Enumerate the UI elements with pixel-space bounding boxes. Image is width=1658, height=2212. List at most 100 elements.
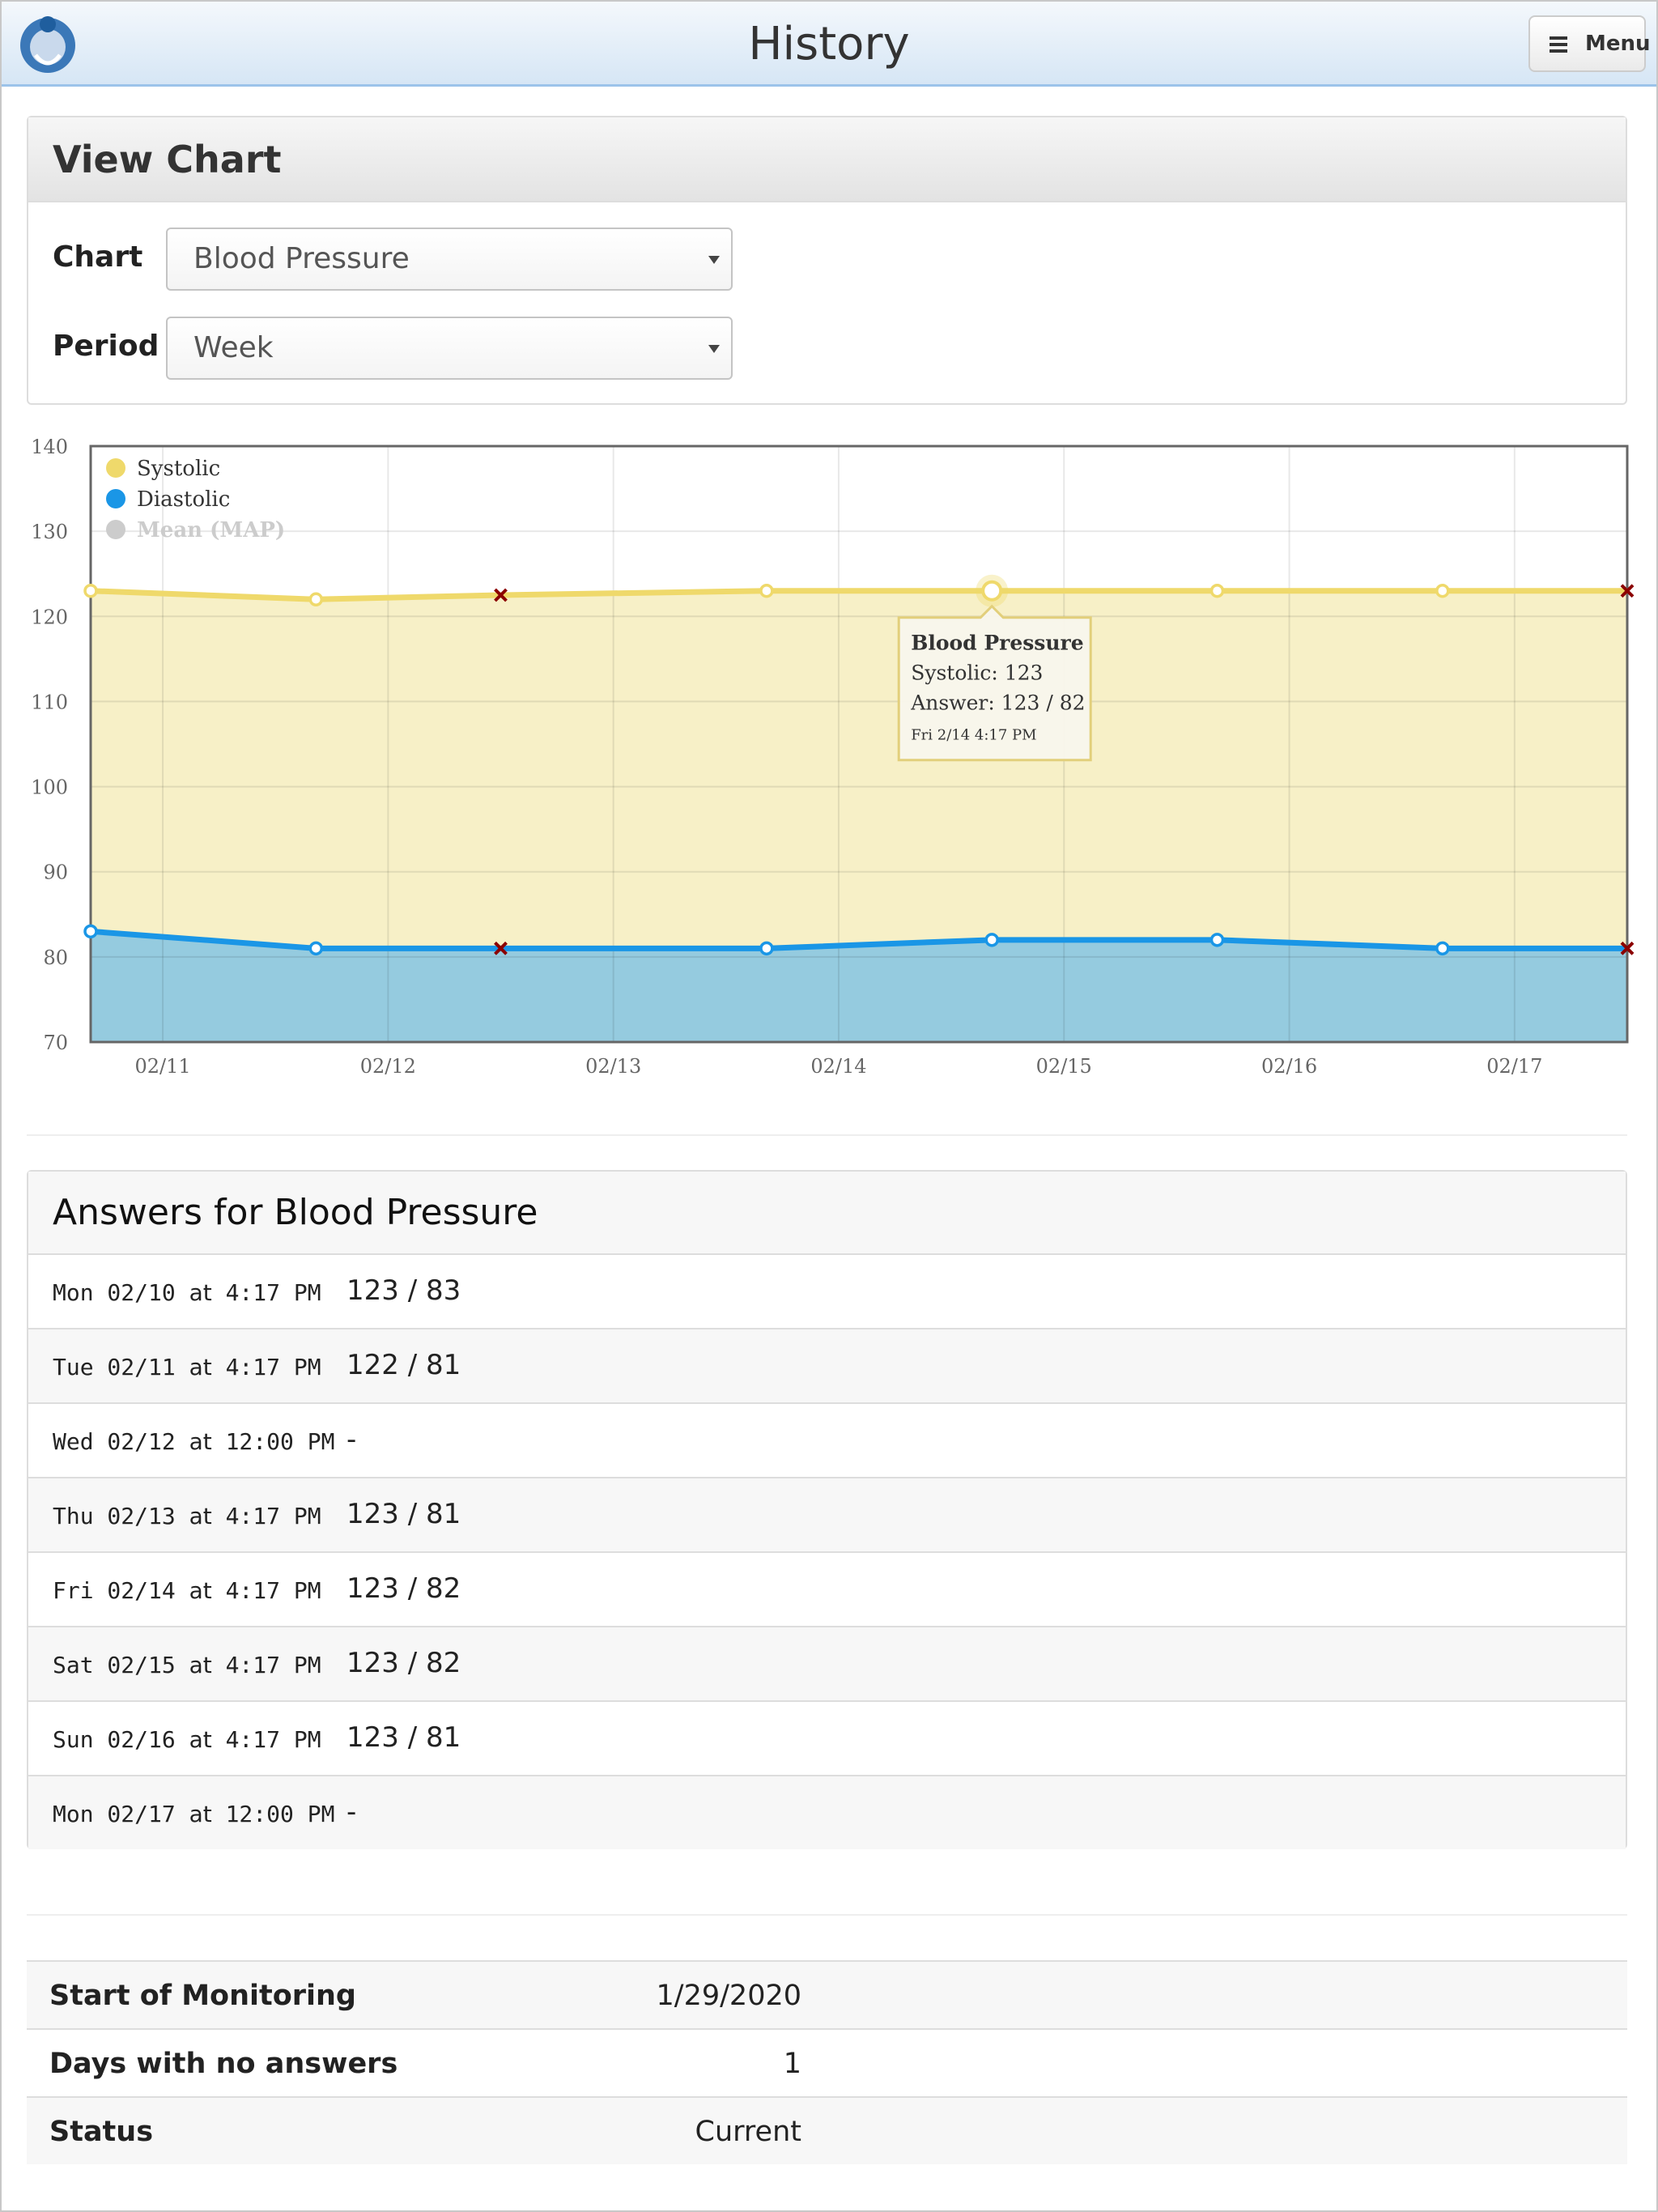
answer-date: Mon 02/10 at 4:17 PM xyxy=(53,1279,321,1306)
answer-value: 123 / 81 xyxy=(346,1721,461,1754)
answer-row: Tue 02/11 at 4:17 PM 122 / 81 xyxy=(28,1328,1626,1402)
x-tick-label: 02/12 xyxy=(360,1055,416,1078)
legend-marker xyxy=(106,520,125,539)
missing-marker xyxy=(1620,584,1635,598)
answer-day: Fri 02/14 xyxy=(53,1577,176,1604)
y-tick-label: 140 xyxy=(31,436,68,458)
point xyxy=(981,580,1003,602)
answer-time: 4:17 PM xyxy=(225,1726,321,1753)
missing-marker xyxy=(1620,941,1635,955)
answer-time: 4:17 PM xyxy=(225,1354,321,1380)
summary-label: Start of Monitoring xyxy=(49,1980,356,2012)
summary-row: Status Current xyxy=(27,2096,1627,2164)
answer-row: Sun 02/16 at 4:17 PM 123 / 81 xyxy=(28,1700,1626,1775)
select[interactable]: Blood Pressure xyxy=(166,228,733,291)
answer-time: 4:17 PM xyxy=(225,1503,321,1529)
x-tick-label: 02/15 xyxy=(1036,1055,1092,1078)
point xyxy=(1209,583,1225,598)
legend-marker xyxy=(106,458,125,478)
answer-value: 123 / 82 xyxy=(346,1572,461,1605)
answer-date: Sat 02/15 at 4:17 PM xyxy=(53,1652,321,1678)
answer-value: - xyxy=(346,1796,357,1828)
answer-time: 12:00 PM xyxy=(225,1428,335,1455)
answer-date: Mon 02/17 at 12:00 PM xyxy=(53,1801,334,1827)
answer-time: 4:17 PM xyxy=(225,1577,321,1604)
series-area xyxy=(91,931,1627,1042)
field-label: Period xyxy=(53,330,159,363)
summary-value: Current xyxy=(695,2116,801,2148)
y-tick-label: 80 xyxy=(43,946,68,969)
answer-day: Mon 02/10 xyxy=(53,1279,176,1306)
y-tick-label: 120 xyxy=(31,606,68,628)
answers-panel: Answers for Blood Pressure Mon 02/10 at … xyxy=(27,1170,1627,1849)
tooltip-line: Blood Pressure xyxy=(911,632,1083,655)
answer-date: Thu 02/13 at 4:17 PM xyxy=(53,1503,321,1529)
answer-at: at xyxy=(189,1577,212,1604)
x-tick-label: 02/13 xyxy=(585,1055,641,1078)
answer-at: at xyxy=(189,1428,212,1455)
point xyxy=(1435,941,1450,956)
tooltip-line: Answer: 123 / 82 xyxy=(910,691,1085,715)
answer-at: at xyxy=(189,1279,212,1306)
plot-border xyxy=(89,445,1629,1044)
answer-day: Thu 02/13 xyxy=(53,1503,176,1529)
series-area xyxy=(91,590,1627,1042)
answer-row: Fri 02/14 at 4:17 PM 123 / 82 xyxy=(28,1551,1626,1626)
tooltip-line: Fri 2/14 4:17 PM xyxy=(911,727,1036,744)
answer-date: Tue 02/11 at 4:17 PM xyxy=(53,1354,321,1380)
point xyxy=(83,924,98,939)
answer-row: Sat 02/15 at 4:17 PM 123 / 82 xyxy=(28,1626,1626,1700)
logo xyxy=(20,16,75,73)
legend-label: Mean (MAP) xyxy=(137,518,285,542)
chart: 70 80 90 100 110 120 130 140 02/11 02/12 02/13 02/1… xyxy=(31,436,1635,1078)
x-tick-label: 02/11 xyxy=(134,1055,190,1078)
point xyxy=(984,933,999,947)
x-tick-label: 02/14 xyxy=(810,1055,866,1078)
select[interactable]: Week xyxy=(166,317,733,380)
y-tick-label: 110 xyxy=(31,691,68,713)
answer-at: at xyxy=(189,1652,212,1678)
answer-row: Mon 02/10 at 4:17 PM 123 / 83 xyxy=(28,1253,1626,1328)
summary-value: 1 xyxy=(783,2048,801,2080)
page-title: History xyxy=(748,18,910,70)
answer-value: 122 / 81 xyxy=(346,1349,461,1381)
point xyxy=(308,592,324,607)
summary-row: Start of Monitoring 1/29/2020 xyxy=(27,1960,1627,2028)
field-label: Chart xyxy=(53,240,143,274)
answer-day: Mon 02/17 xyxy=(53,1801,176,1827)
summary-row: Days with no answers 1 xyxy=(27,2028,1627,2096)
answer-value: 123 / 82 xyxy=(346,1647,461,1679)
panel-title: Answers for Blood Pressure xyxy=(28,1172,1626,1253)
answer-row: Wed 02/12 at 12:00 PM - xyxy=(28,1402,1626,1477)
legend-marker xyxy=(106,489,125,508)
answer-value: 123 / 83 xyxy=(346,1274,461,1307)
y-tick-label: 70 xyxy=(43,1032,68,1054)
answer-day: Sat 02/15 xyxy=(53,1652,176,1678)
x-tick-label: 02/17 xyxy=(1486,1055,1542,1078)
answer-time: 4:17 PM xyxy=(225,1652,321,1678)
answer-day: Wed 02/12 xyxy=(53,1428,176,1455)
point xyxy=(759,583,774,598)
view-chart-panel: View Chart Chart Blood Pressure Period W… xyxy=(27,116,1627,405)
summary-label: Days with no answers xyxy=(49,2048,398,2080)
answer-day: Sun 02/16 xyxy=(53,1726,176,1753)
point xyxy=(1209,933,1225,947)
header: History Menu xyxy=(2,2,1656,87)
divider xyxy=(27,1134,1627,1136)
menu-button[interactable]: Menu xyxy=(1528,15,1651,72)
series-line xyxy=(90,928,1627,951)
y-tick-label: 90 xyxy=(43,861,68,884)
legend-label: Diastolic xyxy=(137,487,230,512)
answer-value: 123 / 81 xyxy=(346,1498,461,1530)
answer-value: - xyxy=(346,1423,357,1456)
summary-value: 1/29/2020 xyxy=(656,1980,801,2012)
select-value: Week xyxy=(193,331,274,364)
menu-label: Menu xyxy=(1585,32,1651,56)
answer-at: at xyxy=(189,1503,212,1529)
point xyxy=(759,941,774,956)
answer-at: at xyxy=(189,1726,212,1753)
answer-date: Wed 02/12 at 12:00 PM xyxy=(53,1428,334,1455)
series-line xyxy=(90,588,1627,602)
missing-marker xyxy=(494,941,508,955)
